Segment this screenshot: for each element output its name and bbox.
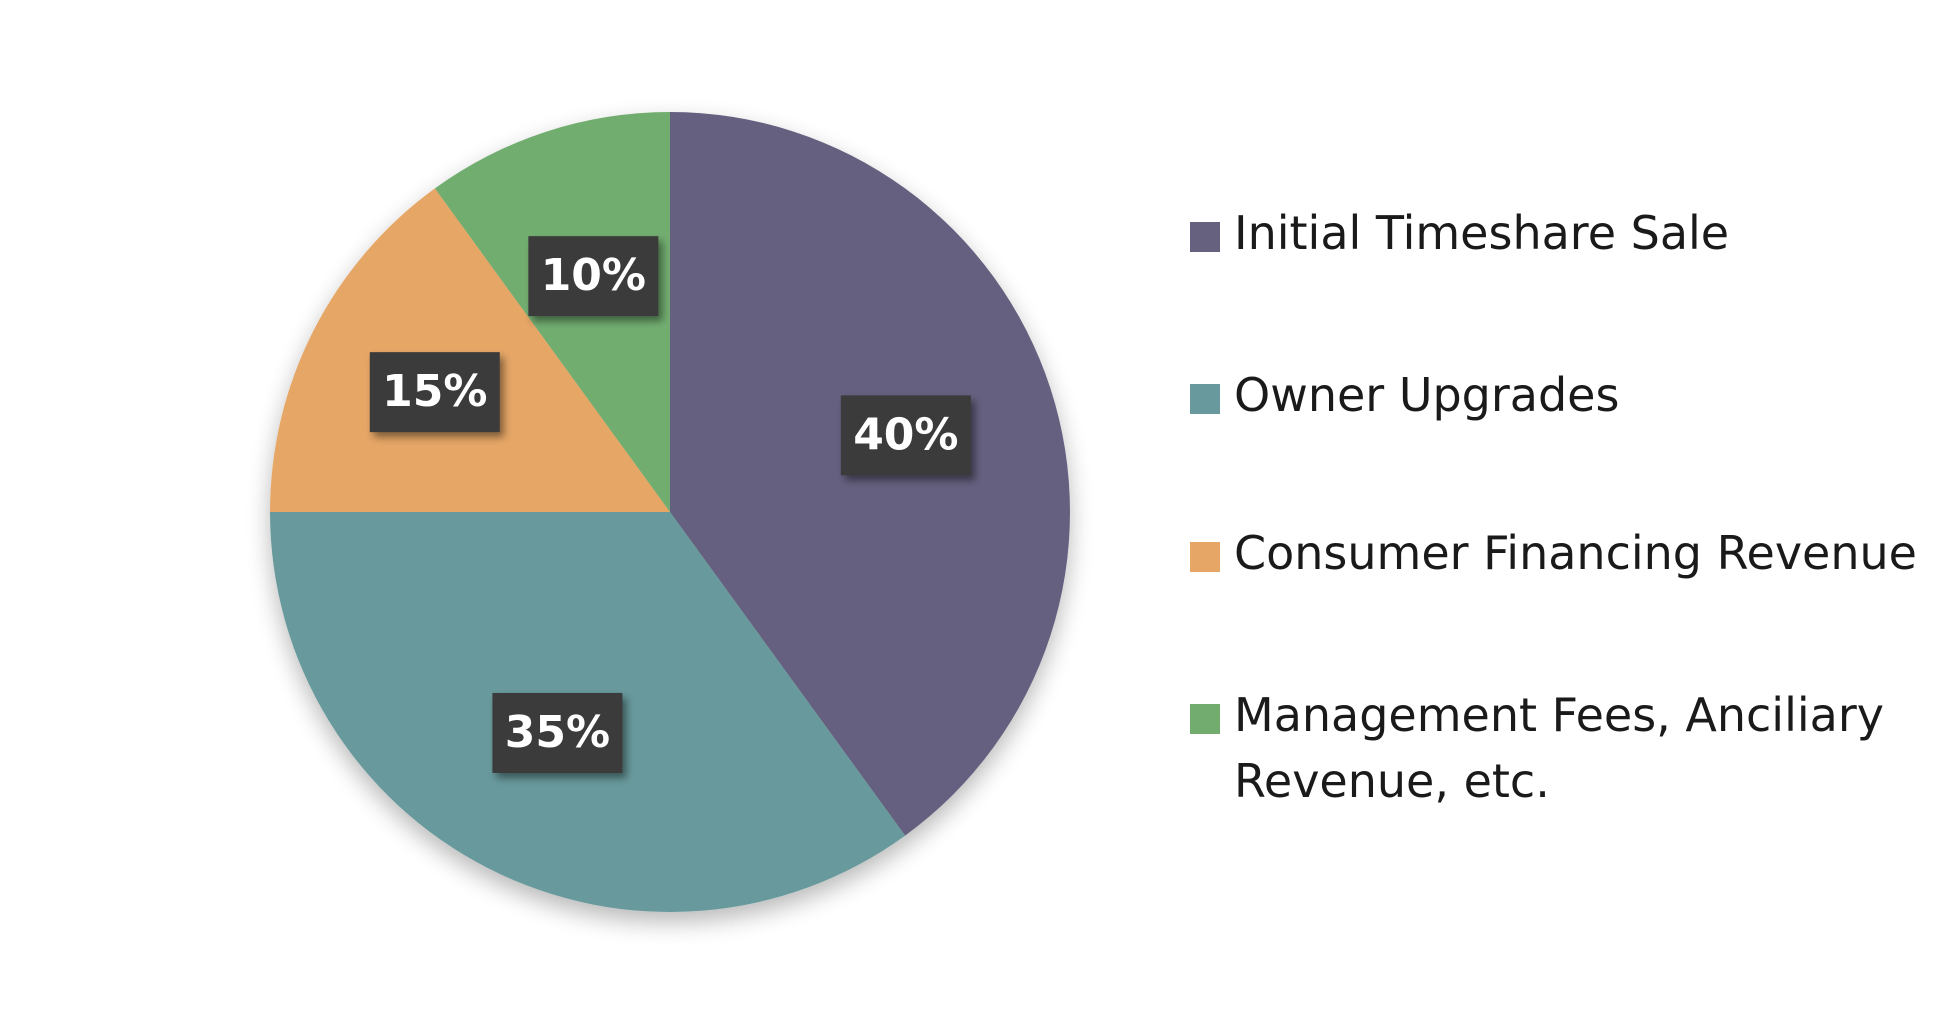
pie-labels: 40% 35% 15% 10%: [369, 236, 971, 773]
data-label-box: [840, 395, 971, 476]
pie-data-label: 15%: [369, 352, 500, 433]
legend-swatch: [1190, 384, 1220, 414]
pie-data-label: 40%: [840, 395, 971, 476]
data-label-text: 35%: [505, 707, 610, 758]
legend-label: Consumer Financing Revenue: [1234, 526, 1917, 580]
data-label-text: 10%: [541, 250, 646, 301]
legend-item-owner-upgrades: Owner Upgrades: [1190, 362, 1924, 428]
legend-label: Initial Timeshare Sale: [1234, 206, 1730, 260]
data-label-text: 40%: [853, 409, 958, 460]
legend-item-management-fees: Management Fees, Anciliary Revenue, etc.: [1190, 682, 1924, 814]
data-label-text: 15%: [382, 366, 487, 417]
data-label-box: [528, 236, 659, 317]
pie-data-label: 35%: [492, 692, 623, 773]
legend-item-consumer-financing-revenue: Consumer Financing Revenue: [1190, 520, 1924, 586]
data-label-box: [492, 692, 623, 773]
data-label-box: [369, 352, 500, 433]
legend-swatch: [1190, 704, 1220, 734]
legend-label: Owner Upgrades: [1234, 368, 1620, 422]
pie-data-label: 10%: [528, 236, 659, 317]
legend-item-initial-timeshare-sale: Initial Timeshare Sale: [1190, 200, 1924, 266]
legend-swatch: [1190, 222, 1220, 252]
pie-slices: [270, 111, 1070, 912]
legend-label: Management Fees, Anciliary Revenue, etc.: [1234, 688, 1884, 808]
legend-swatch: [1190, 542, 1220, 572]
